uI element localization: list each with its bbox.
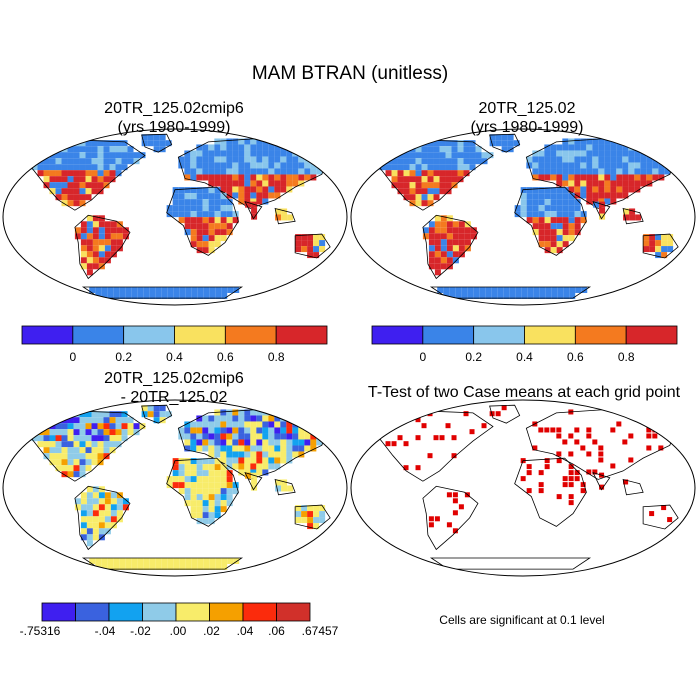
coastline-india [592,471,611,491]
panel-title-line2: (yrs 1980-1999) [117,119,231,136]
coastline-southAmerica [422,214,479,280]
coastline-africa [514,186,587,256]
panel-title-line1: 20TR_125.02cmip6 [104,370,244,387]
panel-title-case2: 20TR_125.02 (yrs 1980-1999) [372,99,682,137]
colorbar-swatch [21,325,74,345]
colorbar-swatch [625,325,678,345]
colorbar-swatch [174,325,226,345]
panel-title-line1: 20TR_125.02cmip6 [104,100,244,117]
colorbar-label: 0 [69,350,76,364]
coastline-australia [294,504,331,530]
colorbar-swatch [224,325,277,345]
colorbar-swatch [142,602,177,622]
map-border [2,399,348,577]
coastline-seAsia [622,207,644,225]
coastline-india [592,200,611,220]
map-field [379,404,679,570]
coastline-africa [514,457,587,527]
coastline-greenland [141,133,173,153]
panel-title-difference: 20TR_125.02cmip6 - 20TR_125.02 [24,369,324,407]
colorbar-label: .67457 [302,624,339,638]
colorbar-label: 0.2 [115,350,132,364]
coastline-southAmerica [422,485,479,551]
coastline-northAmerica [379,139,494,211]
map-field [31,133,331,299]
coastline-seAsia [622,478,644,496]
coastline-seAsia [274,478,296,496]
map-panel-case2 [350,128,696,306]
colorbar-label: .02 [203,624,220,638]
coastline-australia [642,504,679,530]
coastline-greenland [489,133,521,153]
panel-title-line2: - 20TR_125.02 [120,389,228,406]
coastline-antarctica [429,557,592,570]
map-panel-ttest [350,399,696,577]
map-field [379,133,679,299]
coastline-southAmerica [74,214,131,280]
colorbar-label: 0.8 [268,350,285,364]
colorbar-swatch [209,602,244,622]
colorbar-swatch [276,602,311,622]
colorbar-label: .04 [237,624,254,638]
panel-title-line1: 20TR_125.02 [478,100,576,117]
panel-title-ttest: T-Test of two Case means at each grid po… [367,384,681,401]
colorbar-swatch [41,602,76,622]
colorbar-swatch [275,325,328,345]
panel-title-line2: (yrs 1980-1999) [470,119,584,136]
coastline-africa [166,186,239,256]
colorbar-case2: 0 0.2 0.4 0.6 0.8 [371,325,678,364]
colorbar-label: -.04 [95,624,116,638]
significance-note: Cells are significant at 0.1 level [439,613,605,627]
map-border [350,128,696,306]
colorbar-label: 0.4 [516,350,533,364]
coastline-northAmerica [31,139,146,211]
coastline-australia [294,233,331,259]
colorbar-label: 0.6 [567,350,584,364]
colorbar-case1: 0 0.2 0.4 0.6 0.8 [21,325,328,364]
coastline-northAmerica [31,410,146,482]
colorbar-label: 0 [419,350,426,364]
map-border [2,128,348,306]
colorbar-swatch [422,325,475,345]
colorbar-label: 0.4 [166,350,183,364]
map-panel-case1 [2,128,348,306]
colorbar-label: -.02 [130,624,151,638]
coastline-southAmerica [74,485,131,551]
colorbar-label: -.75316 [20,624,61,638]
coastline-seAsia [274,207,296,225]
colorbar-label: .00 [170,624,187,638]
coastline-india [244,200,263,220]
colorbar-swatch [123,325,175,345]
colorbar-label: 0.8 [618,350,635,364]
coastline-northAmerica [379,410,494,482]
colorbar-swatch [175,602,210,622]
colorbar-label: .06 [268,624,285,638]
colorbar-swatch [75,602,110,622]
map-field [31,404,331,570]
colorbar-label: 0.6 [217,350,234,364]
map-border [350,399,696,577]
coastline-africa [166,457,239,527]
coastline-greenland [141,404,173,424]
panel-title-case1: 20TR_125.02cmip6 (yrs 1980-1999) [24,99,324,137]
colorbar-difference: -.75316 -.04 -.02 .00 .02 .04 .06 .67457 [20,602,339,638]
colorbar-swatch [371,325,424,345]
colorbar-label: 0.2 [465,350,482,364]
coastline-australia [642,233,679,259]
colorbar-swatch [108,602,143,622]
colorbar-swatch [524,325,576,345]
colorbar-swatch [473,325,525,345]
colorbar-swatch [574,325,627,345]
coastline-greenland [489,404,521,424]
page-title: MAM BTRAN (unitless) [251,63,449,84]
map-panel-difference [2,399,348,577]
colorbar-swatch [242,602,277,622]
colorbar-swatch [72,325,125,345]
coastline-india [244,471,263,491]
